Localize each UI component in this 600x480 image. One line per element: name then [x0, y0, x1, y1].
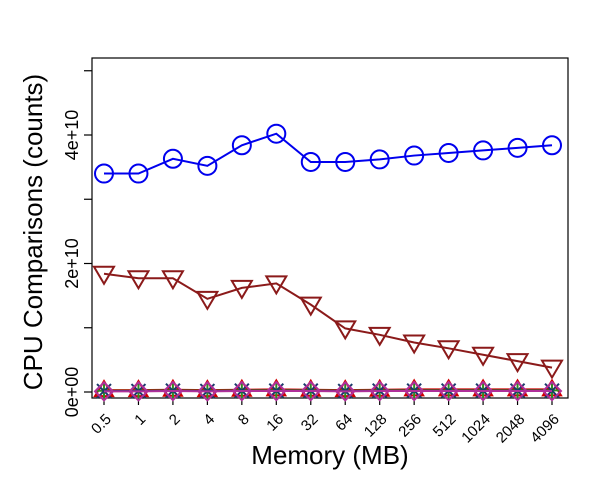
point-triangle-down	[161, 270, 185, 291]
x-tick-label: 2048	[493, 411, 529, 447]
point-circle	[542, 135, 562, 156]
point-circle	[300, 151, 321, 172]
x-tick-label: 32	[298, 411, 322, 435]
series-triangle-up	[93, 378, 563, 398]
point-diamond	[472, 380, 494, 402]
x-tick-label: 16	[263, 411, 287, 435]
point-diamond	[162, 380, 184, 402]
point-triangle-down	[436, 340, 461, 361]
point-circle	[266, 123, 287, 144]
point-diamond	[128, 380, 149, 402]
point-diamond	[438, 380, 460, 402]
x-tick-label: 0.5	[88, 411, 115, 438]
point-circle	[369, 149, 390, 170]
point-circle	[438, 142, 459, 163]
x-tick-label: 512	[430, 411, 460, 441]
point-triangle-down	[126, 270, 151, 291]
y-tick-label: 0e+00	[62, 367, 82, 418]
point-triangle-down	[367, 326, 392, 347]
plot-frame	[91, 57, 569, 399]
point-circle	[335, 151, 356, 172]
point-triangle-down	[333, 320, 357, 341]
x-tick-label: 128	[361, 411, 391, 441]
series-diamond	[93, 380, 563, 402]
point-diamond	[196, 380, 218, 402]
point-circle	[197, 155, 218, 176]
point-triangle-down	[264, 275, 289, 296]
point-circle	[473, 140, 494, 161]
point-diamond	[369, 380, 391, 402]
y-axis-title: CPU Comparisons (counts)	[18, 74, 48, 390]
point-diamond	[334, 380, 356, 402]
point-triangle-down	[540, 359, 564, 380]
point-circle	[94, 163, 114, 184]
x-tick-label: 4	[200, 411, 218, 429]
point-triangle-down	[505, 353, 530, 374]
point-diamond	[93, 380, 115, 402]
series-circle	[94, 123, 562, 184]
point-triangle-down	[471, 346, 495, 367]
point-circle	[128, 163, 149, 184]
series-line	[104, 132, 553, 175]
point-circle	[507, 137, 528, 158]
point-diamond	[541, 380, 563, 402]
point-triangle-down	[299, 296, 323, 317]
point-diamond	[231, 380, 253, 402]
point-triangle-down	[230, 279, 254, 300]
y-axis: 0e+00 2e+10 4e+10	[62, 70, 92, 418]
point-diamond	[265, 380, 287, 402]
x-tick-label: 1	[131, 411, 149, 429]
point-triangle-down	[195, 290, 220, 311]
point-circle	[404, 145, 425, 166]
x-tick-label: 256	[395, 411, 425, 441]
x-axis-title: Memory (MB)	[251, 440, 408, 470]
point-diamond	[403, 380, 425, 402]
series-layer	[92, 123, 564, 402]
x-tick-label: 2	[166, 411, 184, 429]
point-diamond	[300, 380, 322, 402]
y-tick-label: 2e+10	[62, 238, 82, 289]
point-circle	[231, 135, 252, 156]
point-triangle-down	[92, 265, 116, 286]
point-circle	[162, 148, 183, 169]
series-triangle-down	[92, 265, 564, 380]
y-tick-label: 4e+10	[62, 110, 82, 161]
x-tick-label: 1024	[458, 411, 494, 447]
point-diamond	[507, 380, 528, 402]
point-triangle-down	[402, 334, 426, 355]
x-tick-label: 8	[235, 411, 253, 429]
x-tick-label: 4096	[527, 411, 563, 447]
x-tick-label: 64	[332, 411, 356, 435]
series-line	[103, 272, 553, 369]
